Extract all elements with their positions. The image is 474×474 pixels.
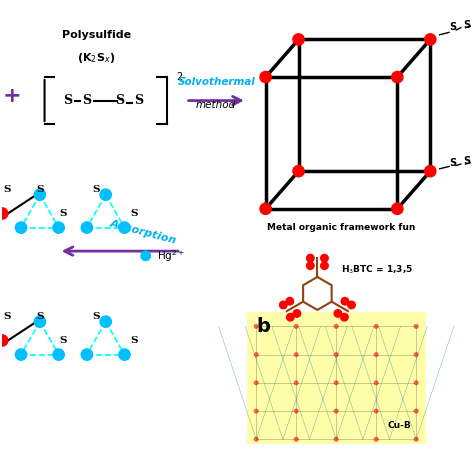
Text: b: b [256, 317, 270, 336]
Circle shape [34, 189, 46, 201]
Circle shape [374, 409, 378, 413]
Text: S: S [3, 312, 11, 321]
Text: Metal organic framework fun: Metal organic framework fun [267, 223, 415, 232]
Circle shape [293, 165, 304, 177]
Circle shape [287, 313, 294, 321]
Text: S: S [60, 336, 67, 345]
Circle shape [334, 325, 338, 328]
Circle shape [334, 353, 338, 356]
Circle shape [334, 438, 338, 441]
Circle shape [100, 316, 111, 328]
Text: S: S [463, 20, 470, 30]
Circle shape [321, 262, 328, 269]
Circle shape [348, 301, 355, 309]
Text: Solvothermal: Solvothermal [177, 77, 255, 87]
Circle shape [15, 222, 27, 233]
Circle shape [425, 34, 436, 45]
Circle shape [392, 72, 403, 82]
Circle shape [260, 203, 271, 214]
Circle shape [81, 349, 92, 360]
Circle shape [15, 349, 27, 360]
Circle shape [425, 165, 436, 177]
Circle shape [53, 222, 64, 233]
Circle shape [119, 349, 130, 360]
Circle shape [334, 381, 338, 385]
Circle shape [294, 438, 298, 441]
Circle shape [334, 310, 342, 317]
Circle shape [374, 353, 378, 356]
Circle shape [334, 409, 338, 413]
Circle shape [307, 255, 314, 262]
Circle shape [81, 222, 92, 233]
Circle shape [255, 438, 258, 441]
Text: S: S [36, 185, 44, 194]
Circle shape [255, 409, 258, 413]
Text: S: S [64, 94, 73, 107]
Circle shape [53, 349, 64, 360]
Circle shape [307, 262, 314, 269]
Circle shape [414, 409, 418, 413]
Text: Polysulfide: Polysulfide [62, 30, 131, 40]
Circle shape [392, 203, 403, 214]
Circle shape [100, 189, 111, 201]
Text: S: S [92, 312, 100, 321]
Circle shape [294, 325, 298, 328]
Circle shape [374, 438, 378, 441]
Circle shape [0, 335, 8, 346]
Circle shape [321, 255, 328, 262]
Circle shape [414, 353, 418, 356]
Circle shape [255, 325, 258, 328]
Text: S: S [60, 209, 67, 218]
Text: S: S [134, 94, 143, 107]
Text: S: S [3, 185, 11, 194]
Circle shape [34, 316, 46, 328]
Circle shape [286, 298, 293, 305]
Circle shape [0, 208, 8, 219]
Circle shape [280, 301, 287, 309]
Circle shape [255, 353, 258, 356]
Circle shape [294, 381, 298, 385]
Text: S: S [463, 156, 470, 166]
Text: Hg$^{2+}$: Hg$^{2+}$ [157, 248, 185, 264]
Circle shape [414, 325, 418, 328]
Circle shape [260, 72, 271, 82]
Circle shape [294, 409, 298, 413]
Text: S: S [115, 94, 124, 107]
Text: H$_3$BTC = 1,3,5: H$_3$BTC = 1,3,5 [341, 264, 413, 276]
Circle shape [414, 438, 418, 441]
Circle shape [255, 381, 258, 385]
Circle shape [141, 251, 150, 261]
Text: method: method [196, 100, 237, 110]
Text: (K$_2$S$_x$): (K$_2$S$_x$) [77, 51, 115, 65]
Text: S: S [130, 336, 137, 345]
Text: S: S [449, 22, 456, 32]
Text: S: S [449, 158, 456, 168]
Circle shape [294, 353, 298, 356]
Circle shape [341, 298, 349, 305]
FancyBboxPatch shape [247, 312, 426, 444]
Circle shape [341, 313, 348, 321]
Text: S: S [92, 185, 100, 194]
Text: 2-: 2- [176, 72, 186, 82]
Circle shape [414, 381, 418, 385]
Circle shape [119, 222, 130, 233]
Text: S: S [130, 209, 137, 218]
Text: S: S [82, 94, 91, 107]
Circle shape [374, 381, 378, 385]
Text: Adsorption: Adsorption [109, 219, 178, 246]
Text: +: + [2, 86, 21, 106]
Text: S: S [36, 312, 44, 321]
Circle shape [293, 310, 301, 317]
Circle shape [374, 325, 378, 328]
Circle shape [293, 34, 304, 45]
Text: Cu-B: Cu-B [388, 420, 412, 429]
